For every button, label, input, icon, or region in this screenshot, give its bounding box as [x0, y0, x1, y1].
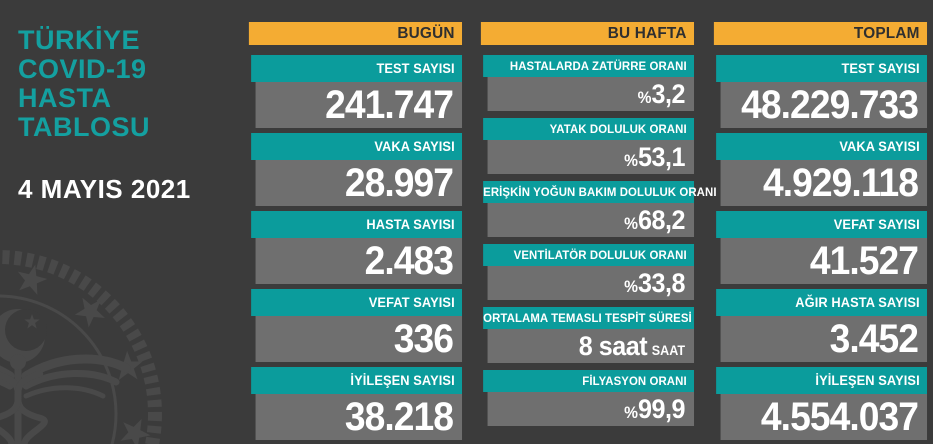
column-bu-hafta: BU HAFTA HASTALARDA ZATÜRRE ORANI %3,2 Y…	[472, 22, 717, 444]
value-number: 68,2	[638, 205, 686, 235]
stat-label: VEFAT SAYISI	[715, 211, 927, 238]
column-header-toplam: TOPLAM	[713, 22, 927, 45]
stat-label: YATAK DOLULUK ORANI	[483, 118, 695, 140]
stat-label: HASTALARDA ZATÜRRE ORANI	[483, 55, 695, 77]
sidebar: TÜRKİYE COVID-19 HASTA TABLOSU 4 MAYIS 2…	[0, 0, 237, 444]
stat-label: İYİLEŞEN SAYISI	[251, 367, 463, 394]
stat-bugun-test-sayisi: TEST SAYISI 241.747	[240, 55, 463, 128]
value-prefix: %	[624, 277, 639, 296]
column-bugun: BUGÜN TEST SAYISI 241.747 VAKA SAYISI 28…	[240, 22, 463, 444]
value-number: 53,1	[638, 142, 686, 172]
page-title: TÜRKİYE COVID-19 HASTA TABLOSU	[18, 26, 237, 142]
value-prefix: %	[624, 151, 639, 170]
stat-label: FİLYASYON ORANI	[483, 370, 695, 392]
value-number: 336	[393, 317, 454, 361]
value-number: 48.229.733	[740, 83, 919, 127]
value-number: 3,2	[651, 79, 686, 109]
value-prefix: %	[637, 88, 652, 107]
stat-label: TEST SAYISI	[251, 55, 463, 82]
stat-value: %3,2	[487, 77, 695, 111]
value-number: 4.554.037	[760, 395, 919, 439]
column-toplam: TOPLAM TEST SAYISI 48.229.733 VAKA SAYIS…	[705, 22, 927, 444]
stat-value: %53,1	[487, 140, 695, 174]
column-header-bu-hafta: BU HAFTA	[481, 22, 695, 45]
stat-bugun-vefat-sayisi: VEFAT SAYISI 336	[240, 289, 463, 362]
stat-value: 336	[255, 316, 463, 362]
value-unit: SAAT	[652, 343, 686, 358]
stat-value: 28.997	[255, 160, 463, 206]
value-number: 2.483	[364, 239, 454, 283]
stat-label: ORTALAMA TEMASLI TESPİT SÜRESİ	[483, 307, 695, 329]
value-number: 28.997	[344, 161, 454, 205]
stat-value: 4.554.037	[720, 394, 927, 440]
value-number: 38.218	[344, 395, 454, 439]
stat-label: ERİŞKİN YOĞUN BAKIM DOLULUK ORANI	[483, 181, 717, 203]
value-number: 241.747	[325, 83, 454, 127]
stat-value: 2.483	[255, 238, 463, 284]
column-header-bugun: BUGÜN	[248, 22, 463, 45]
stat-bugun-hasta-sayisi: HASTA SAYISI 2.483	[240, 211, 463, 284]
stat-value: 38.218	[255, 394, 463, 440]
stat-toplam-vaka-sayisi: VAKA SAYISI 4.929.118	[705, 133, 927, 206]
stats-grid: BUGÜN TEST SAYISI 241.747 VAKA SAYISI 28…	[240, 22, 927, 444]
title-line: HASTA	[18, 83, 112, 113]
stat-hafta-zaturre-orani: HASTALARDA ZATÜRRE ORANI %3,2	[472, 55, 695, 111]
stat-bugun-iyilesen-sayisi: İYİLEŞEN SAYISI 38.218	[240, 367, 463, 440]
ministry-of-health-logo-icon	[0, 250, 162, 444]
stat-value: 3.452	[720, 316, 927, 362]
value-number: 8 saat	[579, 331, 648, 361]
stat-hafta-ventilator-doluluk-orani: VENTİLATÖR DOLULUK ORANI %33,8	[472, 244, 695, 300]
value-number: 3.452	[829, 317, 918, 361]
stat-toplam-vefat-sayisi: VEFAT SAYISI 41.527	[705, 211, 927, 284]
stat-label: VENTİLATÖR DOLULUK ORANI	[483, 244, 695, 266]
stat-value: %99,9	[487, 392, 695, 426]
value-prefix: %	[624, 214, 639, 233]
value-number: 99,9	[638, 394, 686, 424]
title-line: COVID-19	[18, 54, 147, 84]
value-prefix: %	[624, 403, 639, 422]
title-line: TÜRKİYE	[18, 25, 141, 55]
stat-value: %68,2	[487, 203, 695, 237]
stat-hafta-temasli-tespit-suresi: ORTALAMA TEMASLI TESPİT SÜRESİ 8 saat SAA…	[472, 307, 695, 363]
stat-hafta-yogun-bakim-doluluk-orani: ERİŞKİN YOĞUN BAKIM DOLULUK ORANI %68,2	[472, 181, 717, 237]
stat-toplam-test-sayisi: TEST SAYISI 48.229.733	[705, 55, 927, 128]
stat-toplam-iyilesen-sayisi: İYİLEŞEN SAYISI 4.554.037	[705, 367, 927, 440]
stat-bugun-vaka-sayisi: VAKA SAYISI 28.997	[240, 133, 463, 206]
stat-label: AĞIR HASTA SAYISI	[715, 289, 927, 316]
stat-value: 8 saat SAAT	[487, 329, 695, 363]
stat-label: TEST SAYISI	[715, 55, 927, 82]
stat-value: 241.747	[255, 82, 463, 128]
value-number: 4.929.118	[762, 161, 919, 205]
stat-label: VEFAT SAYISI	[251, 289, 463, 316]
stat-label: İYİLEŞEN SAYISI	[715, 367, 927, 394]
stat-label: VAKA SAYISI	[715, 133, 927, 160]
stat-value: %33,8	[487, 266, 695, 300]
stat-value: 48.229.733	[720, 82, 927, 128]
title-line: TABLOSU	[18, 112, 150, 142]
stat-toplam-agir-hasta-sayisi: AĞIR HASTA SAYISI 3.452	[705, 289, 927, 362]
stat-label: VAKA SAYISI	[251, 133, 463, 160]
stat-label: HASTA SAYISI	[251, 211, 463, 238]
report-date: 4 MAYIS 2021	[18, 174, 191, 204]
stat-hafta-filyasyon-orani: FİLYASYON ORANI %99,9	[472, 370, 695, 426]
stat-value: 41.527	[720, 238, 927, 284]
value-number: 41.527	[809, 239, 918, 283]
stat-hafta-yatak-doluluk-orani: YATAK DOLULUK ORANI %53,1	[472, 118, 695, 174]
stat-value: 4.929.118	[720, 160, 927, 206]
value-number: 33,8	[638, 268, 686, 298]
